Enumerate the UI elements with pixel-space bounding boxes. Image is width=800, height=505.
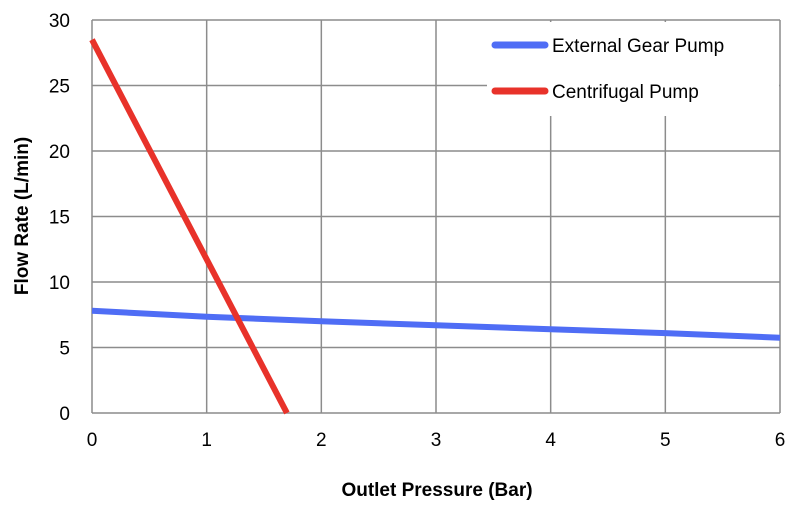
y-tick-label: 0 <box>59 404 70 425</box>
y-tick-label: 25 <box>49 77 70 98</box>
legend-label-external-gear-pump: External Gear Pump <box>552 36 724 57</box>
legend: External Gear Pump Centrifugal Pump <box>487 22 779 116</box>
y-tick-label: 20 <box>49 142 70 163</box>
x-tick-label: 6 <box>775 430 786 451</box>
x-tick-label: 3 <box>431 430 442 451</box>
legend-label-centrifugal-pump: Centrifugal Pump <box>552 82 699 103</box>
y-tick-label: 5 <box>59 339 70 360</box>
x-tick-label: 2 <box>316 430 327 451</box>
series-lines <box>89 38 781 415</box>
y-tick-label: 10 <box>49 273 70 294</box>
x-tick-label: 5 <box>660 430 671 451</box>
y-tick-label: 15 <box>49 208 70 229</box>
y-tick-label: 30 <box>49 11 70 32</box>
series-line-centrifugal-pump <box>89 38 290 415</box>
y-axis-title: Flow Rate (L/min) <box>12 137 33 295</box>
x-tick-label: 0 <box>87 430 98 451</box>
legend-box <box>487 22 779 116</box>
series-line-external-gear-pump <box>91 307 781 341</box>
x-tick-label: 1 <box>201 430 212 451</box>
x-tick-label: 4 <box>545 430 556 451</box>
tick-labels: 0 1 2 3 4 5 6 0 5 10 15 20 25 30 <box>49 11 785 451</box>
x-axis-title: Outlet Pressure (Bar) <box>341 480 532 501</box>
